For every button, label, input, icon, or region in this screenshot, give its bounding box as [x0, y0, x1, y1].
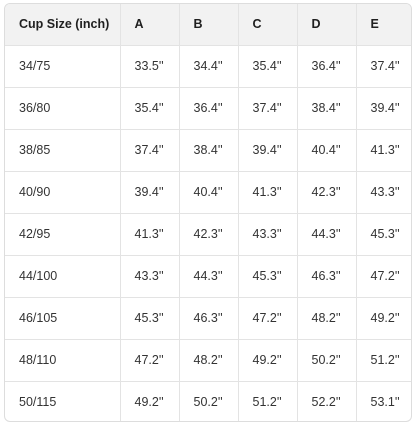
table-cell: 43.3''	[238, 213, 298, 256]
row-label: 42/95	[5, 213, 121, 256]
table-cell: 47.2''	[120, 339, 180, 382]
table-row: 36/80 35.4'' 36.4'' 37.4'' 38.4'' 39.4''	[5, 87, 411, 130]
table-cell: 47.2''	[238, 297, 298, 340]
size-table: Cup Size (inch) A B C D E 34/75 33.5'' 3…	[5, 4, 411, 421]
header-c: C	[238, 4, 298, 46]
table-cell: 45.3''	[120, 297, 180, 340]
table-cell: 49.2''	[356, 297, 411, 340]
table-cell: 46.3''	[179, 297, 239, 340]
table-cell: 42.3''	[179, 213, 239, 256]
table-cell: 39.4''	[120, 171, 180, 214]
table-row: 48/110 47.2'' 48.2'' 49.2'' 50.2'' 51.2'…	[5, 339, 411, 382]
header-cup-size: Cup Size (inch)	[5, 4, 121, 46]
table-cell: 36.4''	[297, 45, 357, 88]
table-cell: 34.4''	[179, 45, 239, 88]
row-label: 46/105	[5, 297, 121, 340]
table-cell: 41.3''	[120, 213, 180, 256]
table-cell: 47.2''	[356, 255, 411, 298]
table-cell: 41.3''	[238, 171, 298, 214]
row-label: 38/85	[5, 129, 121, 172]
table-cell: 36.4''	[179, 87, 239, 130]
table-cell: 40.4''	[297, 129, 357, 172]
table-cell: 51.2''	[356, 339, 411, 382]
row-label: 44/100	[5, 255, 121, 298]
table-row: 42/95 41.3'' 42.3'' 43.3'' 44.3'' 45.3''	[5, 213, 411, 256]
table-cell: 37.4''	[238, 87, 298, 130]
table-row: 46/105 45.3'' 46.3'' 47.2'' 48.2'' 49.2'…	[5, 297, 411, 340]
row-label: 36/80	[5, 87, 121, 130]
size-chart-table: Cup Size (inch) A B C D E 34/75 33.5'' 3…	[4, 3, 412, 422]
table-cell: 33.5''	[120, 45, 180, 88]
table-cell: 44.3''	[179, 255, 239, 298]
table-cell: 53.1''	[370, 395, 400, 410]
header-a: A	[120, 4, 180, 46]
table-cell: 39.4''	[238, 129, 298, 172]
table-cell: 35.4''	[120, 87, 180, 130]
table-cell: 43.3''	[120, 255, 180, 298]
table-cell: 52.2''	[297, 381, 357, 421]
table-row: 40/90 39.4'' 40.4'' 41.3'' 42.3'' 43.3''	[5, 171, 411, 214]
row-label: 34/75	[5, 45, 121, 88]
table-cell: 37.4''	[356, 45, 411, 88]
header-d: D	[297, 4, 357, 46]
header-e: E	[356, 4, 411, 46]
table-cell: 48.2''	[297, 297, 357, 340]
row-label: 50/115	[5, 381, 121, 421]
table-cell: 38.4''	[179, 129, 239, 172]
table-row: 44/100 43.3'' 44.3'' 45.3'' 46.3'' 47.2'…	[5, 255, 411, 298]
row-label: 48/110	[5, 339, 121, 382]
table-cell: 42.3''	[297, 171, 357, 214]
table-cell: 37.4''	[120, 129, 180, 172]
table-cell: 48.2''	[179, 339, 239, 382]
table-cell: 49.2''	[120, 381, 180, 421]
table-row: 50/115 49.2'' 50.2'' 51.2'' 52.2'' 53.1'…	[5, 381, 411, 421]
table-cell: 35.4''	[238, 45, 298, 88]
table-row: 34/75 33.5'' 34.4'' 35.4'' 36.4'' 37.4''	[5, 45, 411, 88]
table-cell: 39.4''	[356, 87, 411, 130]
table-cell: 50.2''	[297, 339, 357, 382]
header-b: B	[179, 4, 239, 46]
table-cell: 49.2''	[238, 339, 298, 382]
row-label: 40/90	[5, 171, 121, 214]
table-cell: 38.4''	[297, 87, 357, 130]
table-cell: 44.3''	[297, 213, 357, 256]
table-cell: 45.3''	[238, 255, 298, 298]
table-cell: 51.2''	[238, 381, 298, 421]
table-header-row: Cup Size (inch) A B C D E	[5, 4, 411, 46]
table-cell: 45.3''	[356, 213, 411, 256]
table-cell: 46.3''	[297, 255, 357, 298]
table-cell: 50.2''	[179, 381, 239, 421]
table-row: 38/85 37.4'' 38.4'' 39.4'' 40.4'' 41.3''	[5, 129, 411, 172]
table-cell: 40.4''	[179, 171, 239, 214]
table-cell: 41.3''	[356, 129, 411, 172]
table-cell: 43.3''	[356, 171, 411, 214]
